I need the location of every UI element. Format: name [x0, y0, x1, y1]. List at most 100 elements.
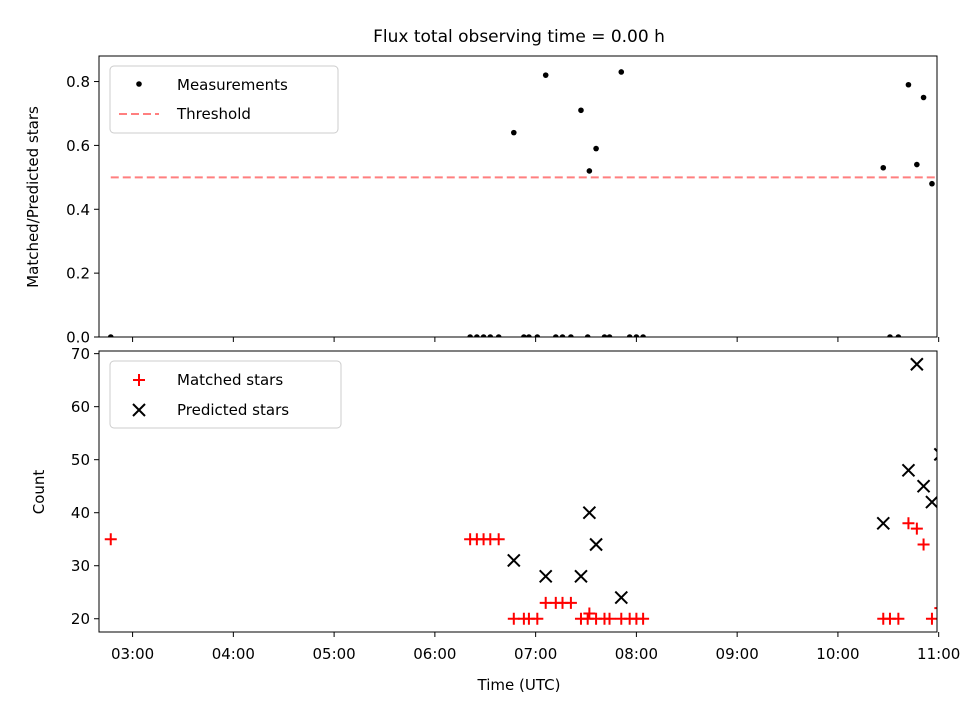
matched-stars-point: [583, 607, 596, 620]
measurements-point: [578, 107, 584, 114]
y-tick-label: 60: [71, 398, 90, 416]
predicted-stars-point: [539, 569, 553, 584]
counts-y-axis: 20 30 40 50 60 70: [71, 345, 99, 628]
x-tick-label: 10:00: [816, 645, 859, 663]
matched-stars-point: [917, 538, 930, 551]
measurements-point: [511, 129, 517, 136]
panel-counts: 20 30 40 50 60 70 03:00 04:00 05:00 06:00 07:00 08…: [30, 345, 960, 694]
counts-y-axis-label: Count: [30, 470, 48, 515]
measurements-point: [474, 334, 480, 337]
measurements-point: [914, 161, 920, 168]
y-tick-label: 30: [71, 557, 90, 575]
measurements-point: [954, 334, 960, 340]
matched-stars-point: [943, 613, 955, 625]
y-tick-label: 50: [71, 451, 90, 469]
measurements-point: [480, 334, 487, 337]
matched-stars-point: [925, 612, 937, 625]
counts-legend-box: [109, 360, 342, 429]
measurements-point: [526, 334, 532, 337]
y-tick-label: 0.0: [66, 329, 90, 347]
x-tick-label: 06:00: [413, 645, 456, 663]
measurements-point: [568, 334, 574, 337]
measurements-point: [542, 72, 549, 78]
matched-stars-point: [902, 517, 915, 530]
predicted-stars-point: [589, 537, 603, 552]
measurements-point: [633, 334, 640, 337]
x-tick-label: 07:00: [514, 645, 557, 663]
measurements-point: [107, 334, 114, 337]
measurements-point: [946, 213, 952, 219]
predicted-stars-point: [933, 447, 937, 462]
legend-measurements-label: Measurements: [177, 76, 288, 94]
measurements-point: [929, 180, 935, 187]
matched-stars-point: [951, 613, 960, 625]
measurements-point: [487, 334, 494, 337]
measurements-point: [521, 334, 527, 337]
y-tick-label: 0.4: [66, 201, 90, 219]
measurements-point: [559, 334, 566, 337]
predicted-stars-point: [574, 569, 588, 584]
predicted-stars-point: [582, 506, 597, 520]
x-tick-label: 11:00: [917, 645, 960, 663]
matched-stars-point: [104, 533, 117, 546]
ratio-y-axis-label: Matched/Predicted stars: [24, 106, 42, 288]
predicted-stars-point: [925, 495, 937, 509]
matched-stars-point: [910, 522, 923, 535]
ratio-x-ticks: [132, 337, 940, 342]
legend-matched-stars-label: Matched stars: [177, 371, 283, 389]
measurements-point: [626, 334, 633, 337]
ratio-axes-frame: [98, 55, 938, 338]
ratio-plot-area: [107, 69, 960, 340]
predicted-stars-point: [614, 590, 628, 605]
predicted-stars-point: [876, 516, 890, 531]
counts-axes-frame: [98, 350, 938, 633]
matched-stars-point: [892, 612, 905, 625]
matched-stars-point: [531, 612, 544, 625]
x-tick-label: 03:00: [111, 645, 154, 663]
measurements-point: [887, 334, 893, 337]
ratio-legend-box: [109, 65, 339, 134]
measurements-point: [534, 334, 541, 337]
legend-predicted-stars-marker: [132, 403, 146, 417]
matched-stars-point: [492, 533, 505, 546]
measurements-point: [586, 168, 593, 174]
x-tick-label: 04:00: [212, 645, 255, 663]
measurements-point: [618, 69, 625, 75]
predicted-stars-point: [910, 357, 924, 371]
measurements-point: [938, 197, 944, 203]
x-tick-label: 09:00: [716, 645, 759, 663]
measurements-point: [895, 334, 902, 337]
ratio-y-axis: 0.0 0.2 0.4 0.6 0.8: [66, 73, 99, 347]
measurements-point: [593, 145, 599, 152]
plot-marks: [104, 357, 960, 625]
predicted-stars-point: [916, 479, 931, 493]
measurements-point: [467, 334, 473, 337]
predicted-stars-point: [943, 443, 955, 455]
counts-x-axis: 03:00 04:00 05:00 06:00 07:00 08:00 09:00 10:00…: [111, 632, 960, 663]
y-tick-label: 0.8: [66, 73, 90, 91]
panel-ratio: 0.00.20.40.60.8 Matched/Predicted stars …: [24, 55, 960, 347]
x-tick-label: 05:00: [312, 645, 355, 663]
counts-plot-area: [104, 357, 960, 625]
legend-measurements-marker: [136, 81, 142, 87]
y-tick-label: 0.6: [66, 137, 90, 155]
y-tick-label: 0.2: [66, 265, 90, 283]
matched-stars-point: [603, 612, 616, 625]
measurements-point: [880, 164, 887, 171]
y-tick-label: 70: [71, 345, 90, 363]
measurements-point: [584, 334, 591, 337]
y-tick-label: 40: [71, 504, 90, 522]
counts-legend: Matched stars Predicted stars: [109, 360, 342, 429]
matched-stars-point: [507, 612, 520, 625]
measurements-point: [640, 334, 646, 337]
plot-marks: [107, 69, 960, 340]
measurements-point: [495, 334, 502, 337]
measurements-point: [601, 334, 608, 337]
legend-threshold-label: Threshold: [176, 105, 251, 123]
predicted-stars-point: [507, 553, 521, 568]
x-tick-label: 08:00: [615, 645, 658, 663]
legend-matched-stars-marker: [133, 374, 145, 386]
x-axis-label: Time (UTC): [477, 676, 561, 694]
measurements-point: [552, 334, 559, 337]
